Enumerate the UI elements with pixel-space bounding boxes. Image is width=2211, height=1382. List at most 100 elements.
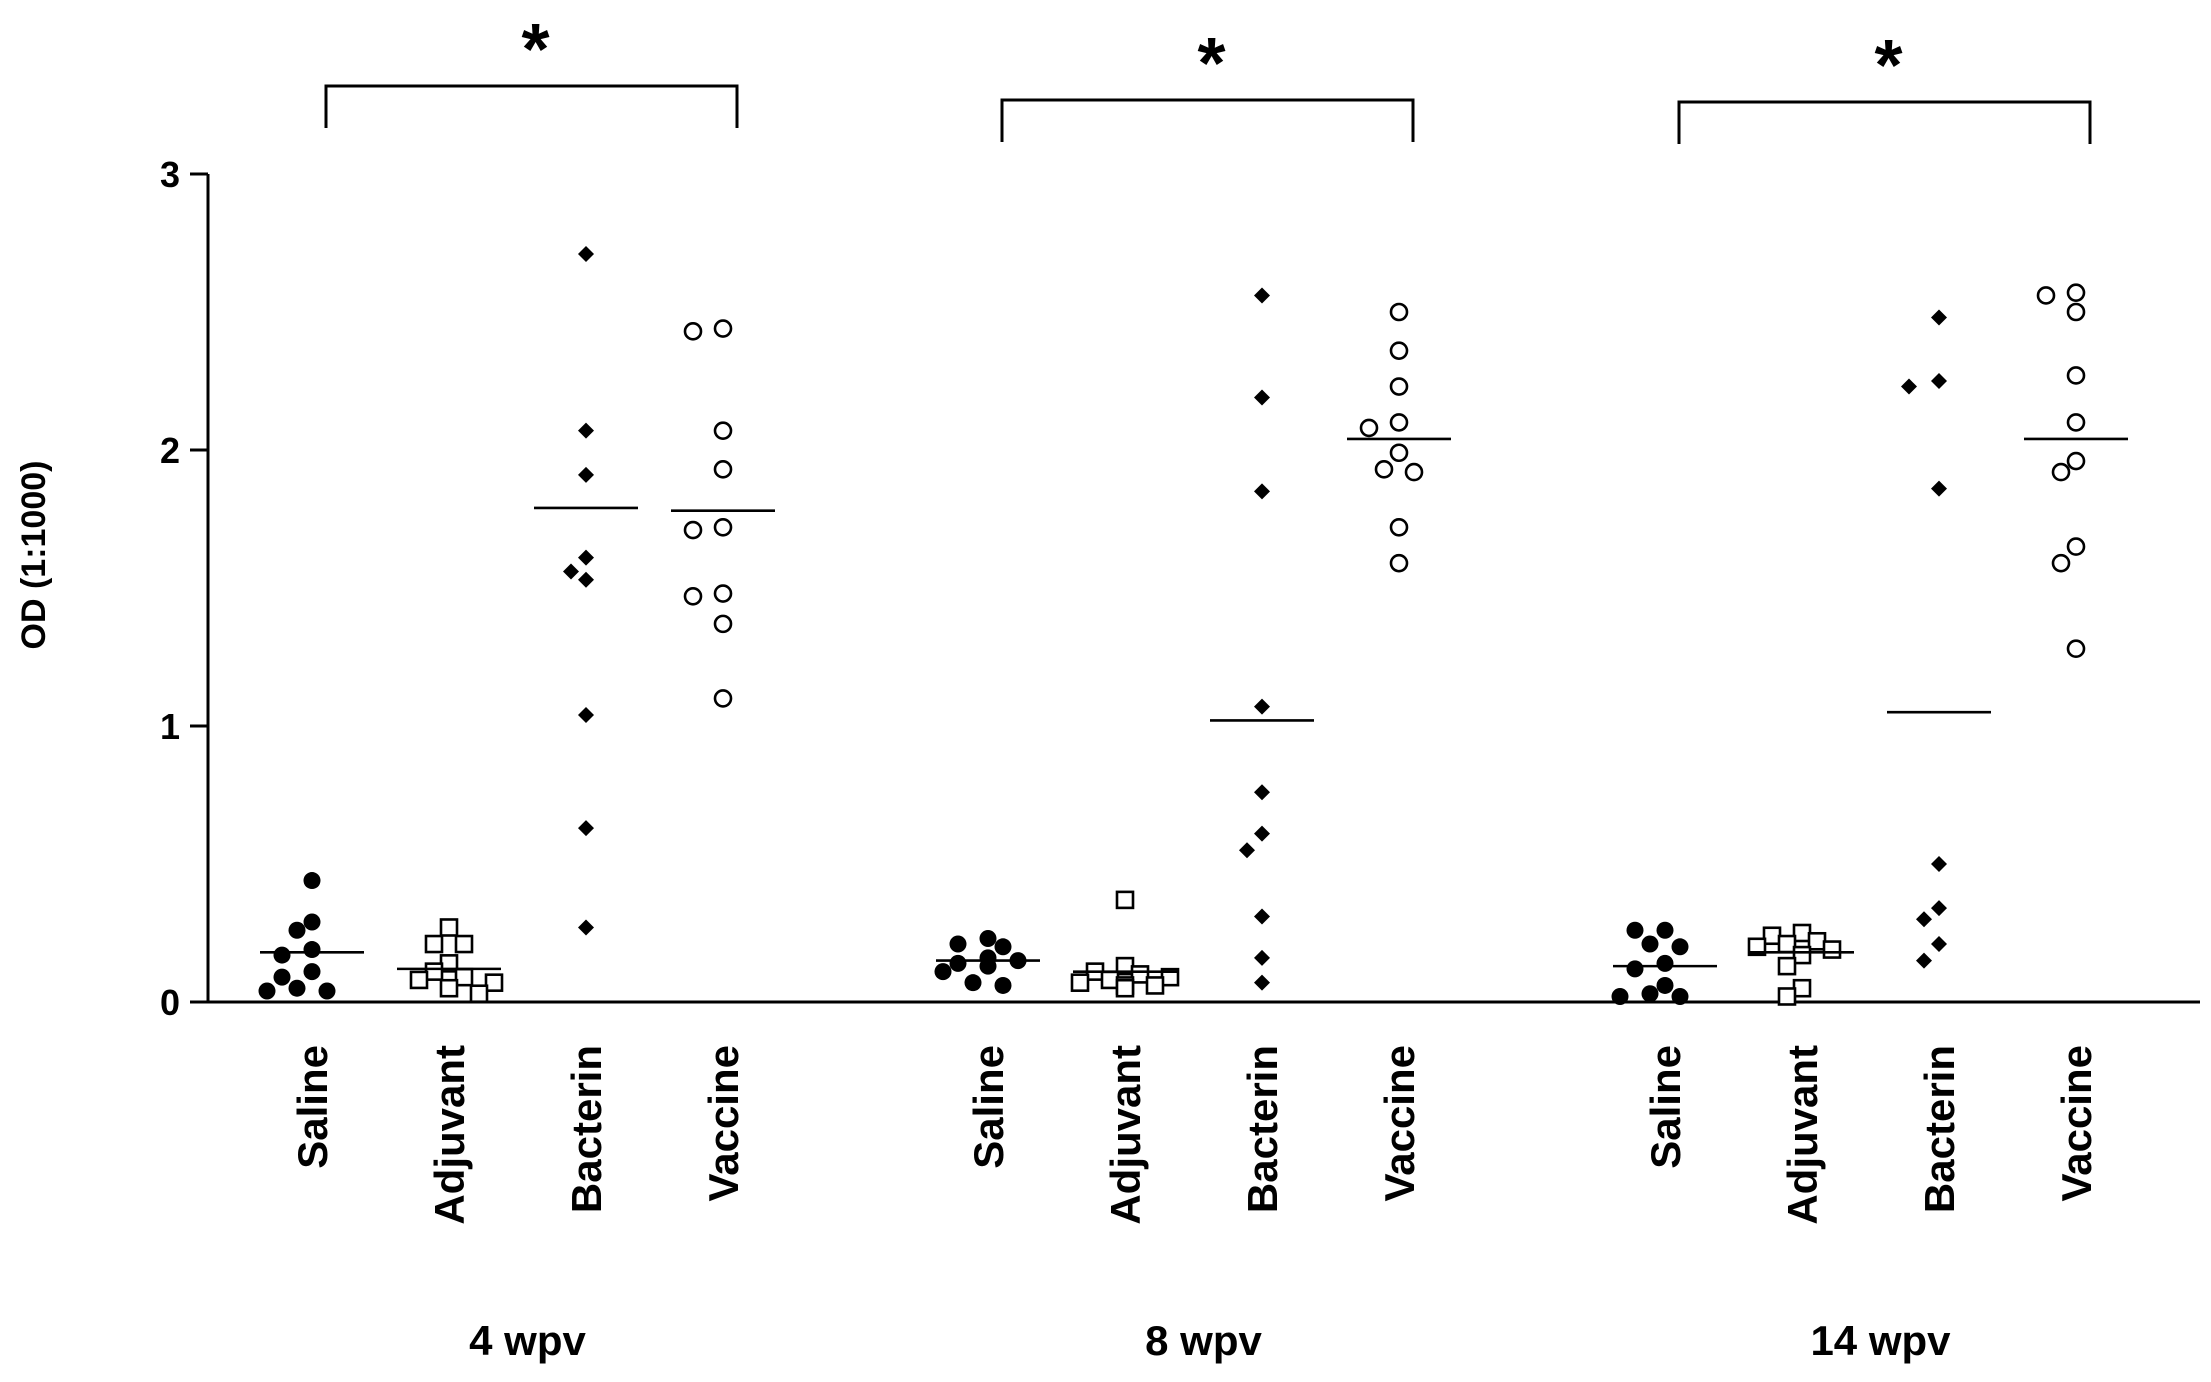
data-point [1931,856,1947,872]
data-point [1130,965,1150,984]
series-vaccine [671,319,775,708]
x-category-label: Adjuvant [1102,1045,1149,1225]
data-point [713,319,733,338]
data-point [409,970,429,990]
data-point [949,954,967,972]
data-point [1115,978,1135,998]
data-point [1656,921,1674,939]
data-point [2066,451,2086,471]
series-adjuvant [1070,890,1180,998]
data-point [1389,377,1409,396]
data-point [424,934,444,954]
data-point [484,973,504,992]
data-point [713,689,733,708]
series-saline [934,930,1040,994]
x-category-label: Adjuvant [426,1045,473,1225]
data-point [1254,389,1270,406]
x-category-label: Vaccine [2053,1045,2100,1201]
data-point [1762,926,1782,946]
data-point [1777,956,1797,976]
group-14-wpv [1611,283,2128,1006]
data-point [578,422,594,439]
data-point [1389,443,1409,463]
data-point [683,322,703,341]
data-point [578,549,594,566]
y-tick-label: 1 [160,706,180,747]
data-point [1359,418,1379,438]
data-point [2066,366,2086,385]
data-point [1254,949,1270,966]
x-category-label: Vaccine [1376,1045,1423,1201]
data-point [2051,553,2071,573]
data-point [273,968,291,986]
data-point [303,941,321,959]
data-point [994,976,1012,994]
data-point [2066,639,2086,659]
significance-bracket [324,84,739,128]
x-category-label: Saline [289,1045,336,1169]
data-point [683,586,703,606]
data-point [1254,698,1270,715]
data-point [578,466,594,483]
data-point [1254,483,1270,500]
significance-bracket [1000,98,1415,142]
data-point [2066,413,2086,432]
data-point [1626,960,1644,978]
data-point [713,517,733,537]
axes: 0 1 2 3 [160,154,2200,1023]
data-point [1389,341,1409,360]
x-category-label: Vaccine [700,1045,747,1201]
x-category-label: Saline [965,1045,1012,1169]
data-point [1792,945,1812,965]
data-point [578,571,594,588]
data-point [469,984,489,1004]
data-point [1656,976,1674,994]
data-point [713,421,733,440]
data-point [1931,373,1947,389]
data-point [1254,908,1270,925]
data-point [303,872,321,890]
data-point [1931,936,1947,953]
data-point [1641,985,1659,1003]
data-point [424,962,444,981]
data-point [1901,378,1917,395]
data-point [1611,987,1629,1005]
data-point [1641,935,1659,953]
data-point [1777,934,1797,954]
data-point [713,460,733,479]
data-point [1254,825,1270,842]
data-point [1916,911,1932,928]
series-vaccine [2024,283,2128,659]
data-point [979,930,997,948]
data-marks [258,246,2128,1006]
group-label: 14 wpv [1810,1317,1951,1364]
data-point [303,963,321,981]
data-point [683,520,703,540]
data-point [273,946,291,964]
significance-star: * [521,10,549,90]
data-point [1792,923,1812,943]
data-point [964,974,982,992]
series-adjuvant [1747,923,1854,1006]
data-point [578,246,594,263]
data-point [1671,987,1689,1005]
x-category-label: Bacterin [1239,1045,1286,1213]
data-point [2066,537,2086,556]
data-point [713,584,733,603]
data-point [1389,553,1409,573]
data-point [1931,480,1947,497]
x-axis-labels: Saline Adjuvant Bacterin Vaccine 4 wpv Saline… [289,1045,2100,1364]
significance-star: * [1874,26,1902,106]
y-tick-label: 0 [160,982,180,1023]
data-point [578,919,594,936]
data-point [1777,987,1797,1006]
data-point [2066,283,2086,302]
data-point [1254,784,1270,801]
data-point [1145,976,1165,995]
x-category-label: Bacterin [1916,1045,1963,1213]
data-point [454,967,474,987]
y-axis-label: OD (1:1000) [15,461,53,650]
series-adjuvant [397,918,504,1004]
data-point [1656,954,1674,972]
